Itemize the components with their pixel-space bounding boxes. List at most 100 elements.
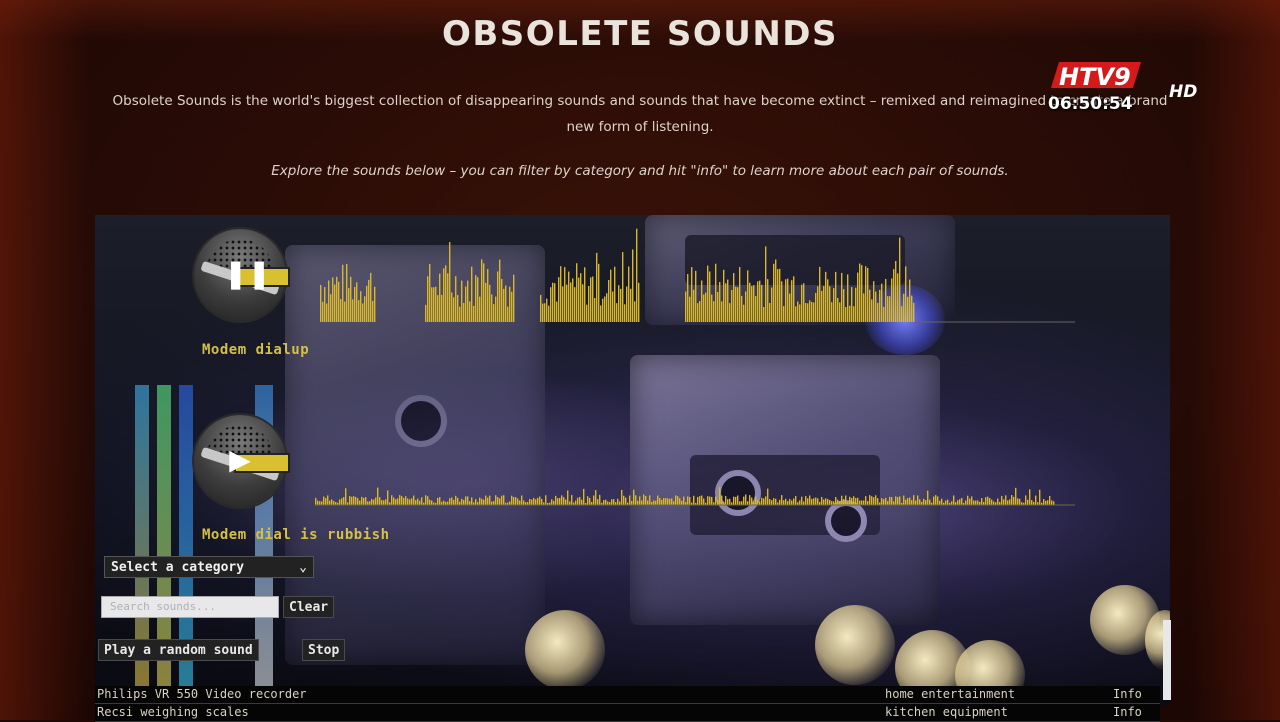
waveform-bar	[865, 266, 867, 322]
waveform-bar	[358, 300, 360, 322]
waveform-bar	[457, 294, 459, 322]
waveform-bar	[353, 496, 355, 505]
waveform-bar	[437, 295, 439, 322]
info-button[interactable]: Info	[1113, 705, 1142, 719]
waveform-bar	[495, 495, 497, 505]
pause-icon[interactable]: ❚❚	[224, 257, 271, 290]
waveform-bar	[372, 300, 374, 322]
waveform-bar	[467, 496, 469, 505]
waveform-bar	[623, 495, 625, 505]
waveform-bar	[548, 305, 550, 322]
waveform-bar	[549, 502, 551, 505]
waveform-bar	[819, 501, 821, 505]
waveform-bar	[791, 280, 793, 322]
sound-player-2[interactable]: ▶	[194, 415, 290, 507]
waveform-bar	[773, 263, 775, 322]
waveform-bar	[925, 500, 927, 505]
waveform-2-bars	[315, 487, 1055, 505]
waveform-bar	[558, 277, 560, 322]
logo-text: HTV9	[1059, 63, 1131, 91]
waveform-bar	[739, 267, 741, 322]
waveform-bar	[941, 498, 943, 505]
waveform-bar	[481, 498, 483, 505]
waveform-bar	[749, 495, 751, 505]
waveform-bar	[783, 306, 785, 322]
waveform-bar	[329, 500, 331, 505]
waveform-bar	[763, 498, 765, 505]
waveform-bar	[823, 499, 825, 505]
waveform-bar	[325, 498, 327, 505]
clear-button[interactable]: Clear	[283, 596, 335, 618]
scrollbar[interactable]	[1163, 620, 1171, 700]
waveform-bar	[415, 500, 417, 505]
waveform-bar	[903, 293, 905, 322]
sound-name: Philips VR 550 Video recorder	[97, 687, 307, 701]
waveform-bar	[451, 497, 453, 505]
stop-button[interactable]: Stop	[302, 639, 346, 661]
waveform-bar	[431, 287, 433, 322]
waveform-bar	[556, 301, 558, 322]
waveform-bar	[893, 269, 895, 322]
waveform-bar	[905, 499, 907, 505]
waveform-bar	[789, 498, 791, 505]
waveform-bar	[771, 287, 773, 322]
waveform-bar	[809, 300, 811, 322]
waveform-bar	[616, 303, 618, 322]
waveform-bar	[759, 501, 761, 505]
waveform-bar	[607, 501, 609, 505]
info-button[interactable]: Info	[1113, 687, 1142, 701]
search-input[interactable]: Search sounds...	[101, 596, 279, 618]
waveform-bar	[839, 302, 841, 322]
waveform-bar	[665, 498, 667, 505]
waveform-bar	[583, 488, 585, 505]
waveform-bar	[713, 301, 715, 322]
waveform-bar	[913, 495, 915, 505]
waveform-bar	[807, 498, 809, 505]
waveform-bar	[596, 252, 598, 322]
waveform-bar	[763, 306, 765, 322]
waveform-bar	[867, 267, 869, 322]
waveform-bar	[849, 305, 851, 322]
sound-player-1[interactable]: ❚❚	[194, 229, 290, 321]
waveform-bar	[1043, 499, 1045, 505]
play-icon[interactable]: ▶	[229, 443, 251, 476]
waveform-bar	[973, 500, 975, 505]
waveform-bar	[546, 298, 548, 322]
waveform-bar	[381, 500, 383, 505]
waveform-bar	[835, 496, 837, 505]
waveform-bar	[379, 497, 381, 505]
waveform-bar	[327, 495, 329, 505]
waveform-bar	[895, 496, 897, 505]
waveform-bar	[887, 501, 889, 505]
waveform-bar	[582, 284, 584, 322]
waveform-bar	[365, 497, 367, 505]
list-item[interactable]: Recsi weighing scales kitchen equipment …	[95, 704, 1160, 722]
waveform-bar	[971, 496, 973, 505]
cassette-image-main	[630, 355, 940, 625]
waveform-bar	[1047, 500, 1049, 505]
waveform-bar	[509, 501, 511, 505]
waveform-bar	[687, 274, 689, 322]
category-select[interactable]: Select a category ⌄	[104, 556, 314, 578]
waveform-bar	[608, 280, 610, 322]
waveform-bar	[855, 287, 857, 322]
waveform-bar	[767, 488, 769, 505]
waveform-bar	[587, 496, 589, 505]
waveform-bar	[535, 499, 537, 505]
waveform-bar	[785, 498, 787, 505]
waveform-bar	[743, 304, 745, 322]
list-item[interactable]: Philips VR 550 Video recorder home enter…	[95, 686, 1160, 704]
waveform-bar	[809, 495, 811, 505]
waveform-bar	[333, 500, 335, 505]
waveform-bar	[699, 300, 701, 322]
waveform-bar	[861, 500, 863, 505]
waveform-bar	[483, 499, 485, 505]
waveform-bar	[857, 272, 859, 322]
waveform-bar	[899, 237, 901, 322]
tape-icon	[234, 453, 290, 473]
waveform-bar	[348, 288, 350, 322]
waveform-bar	[697, 496, 699, 505]
waveform-bar	[731, 502, 733, 505]
waveform-bar	[779, 268, 781, 322]
random-sound-button[interactable]: Play a random sound	[98, 639, 259, 661]
